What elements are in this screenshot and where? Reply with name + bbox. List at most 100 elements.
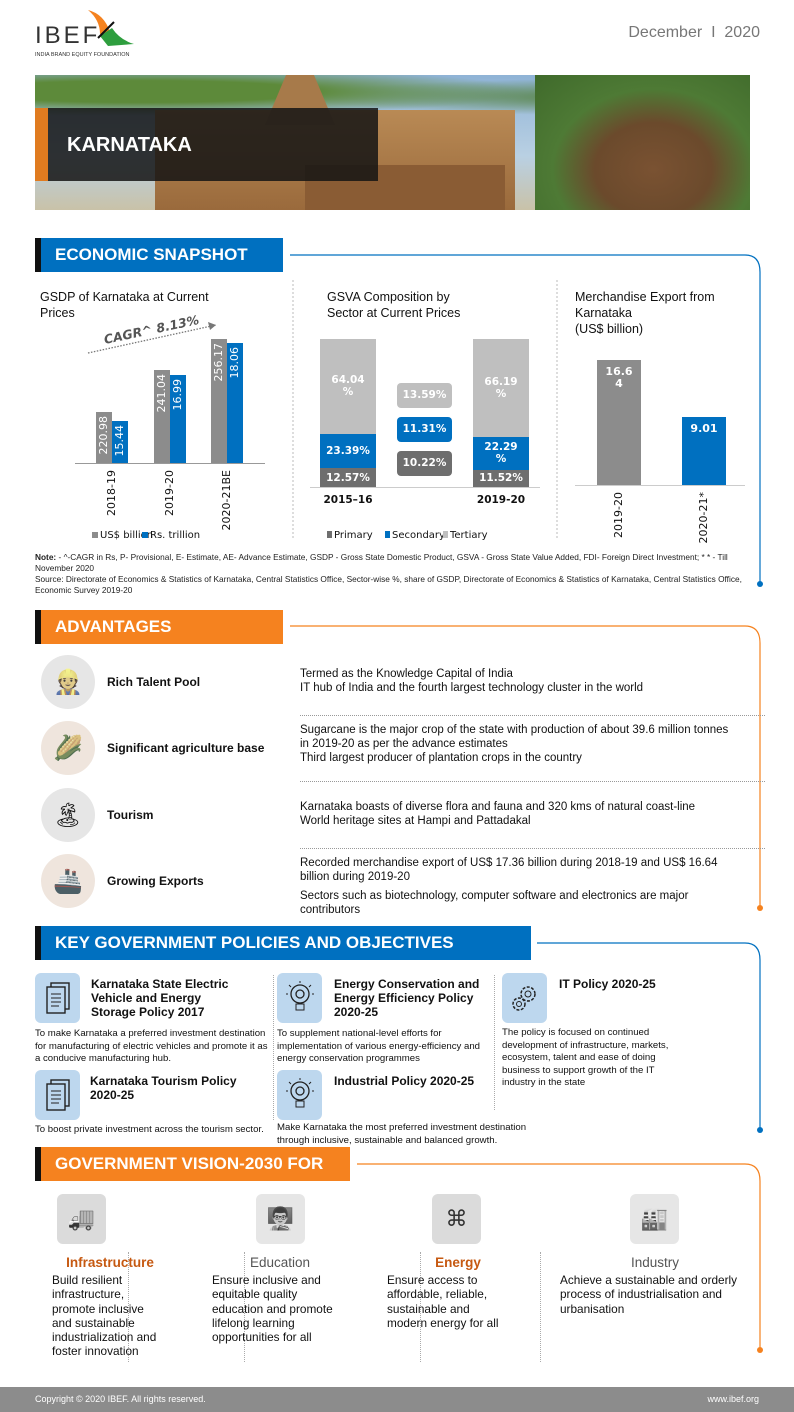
growth-label: 10.22% (397, 451, 452, 476)
legend-swatch (443, 531, 448, 538)
policy-description: Make Karnataka the most preferred invest… (277, 1122, 527, 1146)
lightbulb-gear-icon (277, 1070, 322, 1120)
banner-image: KARNATAKA (35, 75, 750, 210)
x-tick-label: 2019-20 (612, 492, 625, 538)
legend-item: Rs. trillion (142, 530, 200, 541)
vision-title: Education (249, 1255, 311, 1270)
vision-title: Infrastructure (66, 1255, 154, 1270)
vision-title: Industry (630, 1255, 680, 1270)
gsdp-chart-title: GSDP of Karnataka at Current Prices (40, 290, 209, 320)
windmill-icon: ⌘ (432, 1194, 481, 1244)
vision-text: Achieve a sustainable and orderly proces… (560, 1273, 738, 1316)
copyright-text: Copyright © 2020 IBEF. All rights reserv… (35, 1394, 206, 1404)
advantage-row: 🏝 Tourism Karnataka boasts of diverse flor… (35, 788, 765, 846)
cagr-arrow (87, 322, 217, 354)
policy-description: To boost private investment across the t… (35, 1124, 264, 1135)
note-body: - ^-CAGR in Rs, P- Provisional, E- Estim… (35, 552, 728, 573)
bar-value-label: 18.06 (228, 346, 241, 379)
worker-icon: 👷 (41, 655, 95, 709)
island-icon: 🏝 (41, 788, 95, 842)
vision-text: Ensure access to affordable, reliable, s… (387, 1273, 499, 1330)
bar-value-label: 16.6 4 (605, 365, 633, 390)
vision-divider (128, 1252, 129, 1362)
factory-icon: 🏭 (630, 1194, 679, 1244)
advantage-label: Rich Talent Pool (107, 675, 201, 689)
logo-subtitle: INDIA BRAND EQUITY FOUNDATION (35, 52, 130, 58)
growth-label: 13.59% (397, 383, 452, 408)
bar-segment: 22.29 % (473, 436, 529, 470)
vision-divider (540, 1252, 541, 1362)
advantage-point: Sugarcane is the major crop of the state… (300, 724, 729, 750)
legend-label: Rs. trillion (150, 530, 201, 541)
advantage-row: 🌽 Significant agriculture base Sugarcane i… (35, 721, 765, 779)
x-tick-label: 2019-20 (163, 470, 176, 516)
row-separator (300, 848, 765, 849)
section-header-economic-snapshot: ECONOMIC SNAPSHOT (35, 238, 283, 272)
logo-bird-icon (88, 10, 134, 46)
advantage-point: IT hub of India and the fourth largest t… (300, 682, 644, 694)
bar: 16.6 4 (597, 360, 641, 485)
legend-label: Tertiary (450, 530, 488, 541)
x-tick-label: 2020-21* (697, 492, 710, 544)
bar: 18.06 (227, 342, 243, 463)
advantage-point: Third largest producer of plantation cro… (300, 752, 582, 764)
bar-value-label: 220.98 (97, 415, 110, 455)
legend-swatch (327, 531, 332, 538)
lightbulb-gear-icon (277, 973, 322, 1023)
x-tick-label: 2020-21BE (220, 470, 233, 531)
advantage-label: Significant agriculture base (107, 741, 265, 755)
banner-title-box: KARNATAKA (35, 108, 378, 181)
legend-swatch (385, 531, 390, 538)
document-icon (35, 973, 80, 1023)
policy-title: Karnataka Tourism Policy 2020-25 (90, 1074, 237, 1102)
advantage-text: Termed as the Knowledge Capital of India… (300, 667, 740, 695)
x-tick-label: 2019-20 (476, 494, 526, 506)
advantage-text: Sugarcane is the major crop of the state… (300, 723, 740, 765)
bar: 256.17 (211, 339, 227, 463)
bar-value-label: 15.44 (113, 424, 126, 457)
gsva-chart-title: GSVA Composition by Sector at Current Pr… (327, 290, 461, 320)
advantage-point: Karnataka boasts of diverse flora and fa… (300, 801, 696, 813)
growth-label: 11.31% (397, 417, 452, 442)
advantage-label: Growing Exports (107, 874, 204, 888)
website-link[interactable]: www.ibef.org (707, 1394, 759, 1404)
policy-title: Energy Conservation and Energy Efficienc… (334, 977, 480, 1019)
section-header-advantages: ADVANTAGES (35, 610, 283, 644)
bar-value-label: 9.01 (690, 422, 718, 436)
bar: 241.04 (154, 370, 170, 463)
advantage-point: Recorded merchandise export of US$ 17.36… (300, 857, 718, 883)
note-text: Note: - ^-CAGR in Rs, P- Provisional, E-… (35, 552, 765, 596)
legend-item: Tertiary (443, 530, 488, 541)
legend-label: Secondary (392, 530, 445, 541)
policy-divider (273, 975, 274, 1120)
section-header-policies: KEY GOVERNMENT POLICIES AND OBJECTIVES (35, 926, 531, 960)
advantage-label: Tourism (107, 808, 154, 822)
vision-divider (420, 1252, 421, 1362)
policy-description: To supplement national-level efforts for… (277, 1028, 481, 1064)
vision-text: Build resilient infrastructure, promote … (52, 1273, 157, 1359)
bar: 220.98 (96, 411, 112, 463)
corn-icon: 🌽 (41, 721, 95, 775)
bar-value-label: 241.04 (155, 374, 168, 413)
advantage-text: Recorded merchandise export of US$ 17.36… (300, 856, 740, 917)
truck-icon: 🚚 (57, 1194, 106, 1244)
advantage-text: Karnataka boasts of diverse flora and fa… (300, 800, 740, 828)
legend-label: Primary (334, 530, 373, 541)
document-icon (35, 1070, 80, 1120)
ibef-logo: IBEF (35, 22, 101, 49)
advantage-point: World heritage sites at Hampi and Pattad… (300, 815, 531, 827)
section-header-vision: GOVERNMENT VISION-2030 FOR THE STATE (35, 1147, 350, 1207)
bar-segment: 11.52% (473, 469, 529, 487)
advantage-point: Termed as the Knowledge Capital of India (300, 668, 513, 680)
x-axis (310, 487, 540, 488)
legend-label: US$ billion (100, 530, 154, 541)
source-text: Source: Directorate of Economics & Stati… (35, 574, 742, 595)
bar-segment: 66.19 % (473, 339, 529, 437)
segment-label: 22.29 % (484, 441, 518, 466)
page-title: KARNATAKA (67, 134, 192, 156)
segment-label: 64.04 % (331, 374, 365, 399)
policy-description: The policy is focused on continued devel… (502, 1027, 669, 1088)
bar: 9.01 (682, 417, 726, 485)
legend-item: Primary (327, 530, 373, 541)
bar-value-label: 256.17 (212, 343, 225, 382)
